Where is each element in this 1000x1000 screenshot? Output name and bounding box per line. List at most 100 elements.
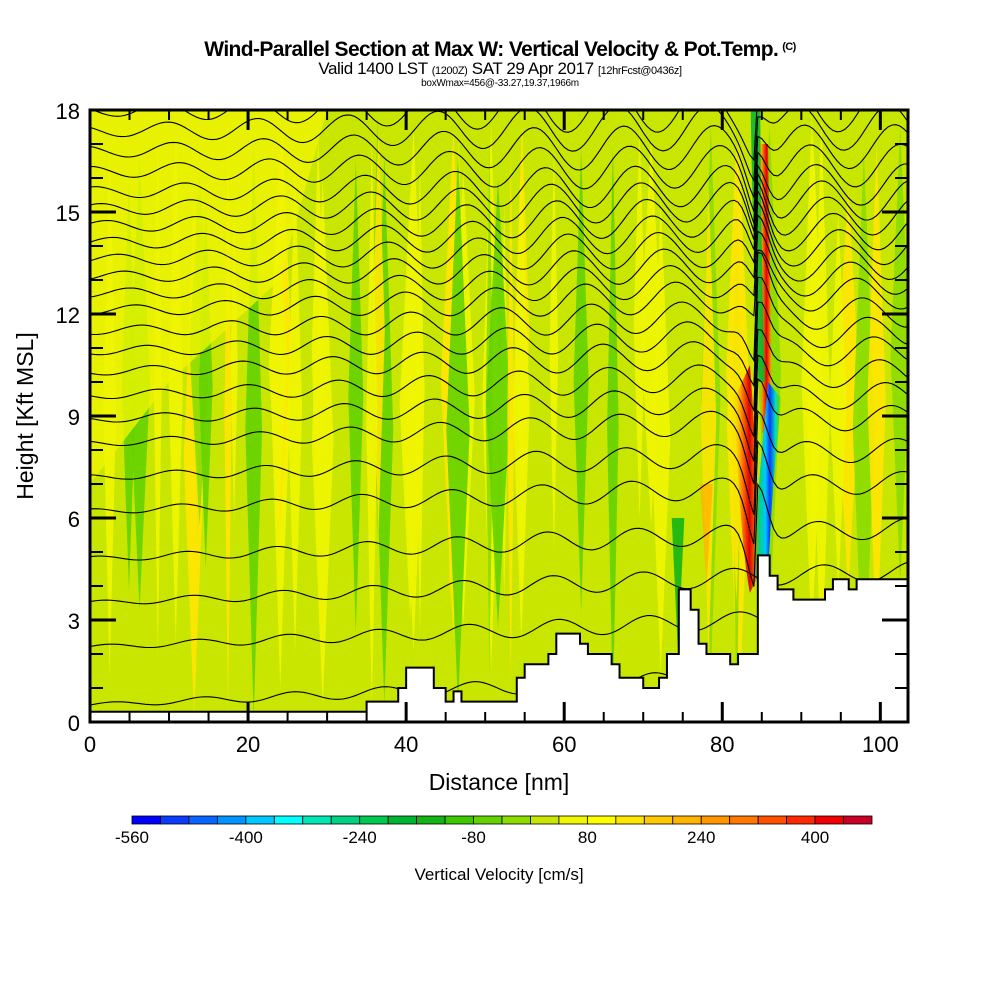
colorbar-segment xyxy=(530,815,560,825)
colorbar-segment xyxy=(501,815,531,825)
field-band xyxy=(311,133,325,573)
colorbar-segment xyxy=(216,815,247,825)
field-band xyxy=(168,132,183,643)
box-info: boxWmax=456@-33.27,19.37,1966m xyxy=(421,78,579,89)
field-band xyxy=(311,177,334,707)
colorbar: -560 -400 -240 -80 80 240 400 xyxy=(115,815,873,847)
colorbar-tick-label: 400 xyxy=(801,828,829,847)
theta-contour xyxy=(90,124,908,198)
colorbar-tick-label: -560 xyxy=(115,828,149,847)
downdraft-core xyxy=(752,382,782,580)
field-band xyxy=(375,154,394,704)
colorbar-segment xyxy=(359,815,389,825)
field-band xyxy=(287,162,303,655)
colorbar-tick-label: -240 xyxy=(343,828,377,847)
theta-contour xyxy=(90,189,908,255)
valid-time: Valid 1400 LST xyxy=(318,59,428,78)
forecast-info: [12hrFcst@0436z] xyxy=(598,65,682,77)
theta-contour xyxy=(90,439,908,545)
x-tick-label: 20 xyxy=(236,732,260,757)
x-tick-label: 0 xyxy=(84,732,96,757)
theta-contour xyxy=(90,328,908,437)
theta-contour xyxy=(90,249,908,317)
colorbar-segment xyxy=(273,815,304,825)
colorbar-segment xyxy=(615,815,645,825)
colorbar-segment xyxy=(473,815,503,825)
y-tick-label: 12 xyxy=(56,303,80,328)
field-band xyxy=(549,149,559,554)
theta-contour xyxy=(90,172,908,232)
colorbar-segment xyxy=(131,815,161,825)
field-band xyxy=(867,144,886,654)
theta-contour xyxy=(90,213,908,286)
colorbar-segment xyxy=(843,815,873,825)
colorbar-segment xyxy=(416,815,446,825)
y-tick-label: 3 xyxy=(68,609,80,634)
theta-contour xyxy=(90,377,908,484)
y-axis: 0 3 6 9 12 15 18 xyxy=(56,99,908,736)
colorbar-segment xyxy=(160,815,190,825)
theta-contour xyxy=(90,301,908,413)
colorbar-tick-label: 80 xyxy=(578,828,597,847)
colorbar-segment xyxy=(757,815,788,825)
colorbar-tick-label: -400 xyxy=(229,828,263,847)
colorbar-segment xyxy=(586,815,617,825)
copyright-mark: (C) xyxy=(782,41,796,53)
field-band xyxy=(701,185,717,654)
x-tick-label: 80 xyxy=(710,732,734,757)
chart-subtitle: Valid 1400 LST (1200Z) SAT 29 Apr 2017 [… xyxy=(0,59,1000,79)
field-band xyxy=(607,146,619,707)
x-tick-label: 60 xyxy=(552,732,576,757)
field-band xyxy=(671,518,685,654)
field-band xyxy=(633,127,646,521)
theta-contour xyxy=(90,110,908,183)
field-band xyxy=(348,160,364,633)
terrain xyxy=(90,554,908,722)
theta-contour xyxy=(90,482,908,587)
field-band xyxy=(651,198,671,676)
x-tick-label: 40 xyxy=(394,732,418,757)
colorbar-tick-label: 240 xyxy=(687,828,715,847)
field-band xyxy=(890,125,908,584)
x-tick-label: 100 xyxy=(862,732,899,757)
field-band xyxy=(402,128,425,652)
theta-contour xyxy=(90,354,908,462)
theta-contour xyxy=(90,230,908,302)
theta-contour xyxy=(90,200,908,270)
colorbar-segment xyxy=(330,815,361,825)
field-band xyxy=(183,196,205,717)
theta-contour xyxy=(90,163,908,224)
field-band xyxy=(852,152,875,705)
theta-contour xyxy=(90,409,908,515)
field-band xyxy=(366,134,378,712)
valid-utc: (1200Z) xyxy=(431,65,468,77)
x-axis-title: Distance [nm] xyxy=(429,769,570,795)
colorbar-segment xyxy=(729,815,759,825)
colorbar-segment xyxy=(700,815,731,825)
colorbar-segment xyxy=(444,815,474,825)
colorbar-segment xyxy=(558,815,588,825)
theta-contour xyxy=(90,276,908,388)
colorbar-segment xyxy=(302,815,332,825)
x-axis: 0 20 40 60 80 100 xyxy=(84,110,899,757)
y-tick-label: 9 xyxy=(68,405,80,430)
colorbar-segment xyxy=(814,815,844,825)
theta-contour xyxy=(90,251,908,363)
colorbar-segment xyxy=(672,815,702,825)
theta-contour xyxy=(90,179,908,240)
colorbar-segment xyxy=(245,815,275,825)
y-tick-label: 15 xyxy=(56,201,80,226)
colorbar-segment xyxy=(188,815,218,825)
colorbar-segment xyxy=(786,815,816,825)
field-band xyxy=(573,148,589,612)
chart-title: Wind-Parallel Section at Max W: Vertical… xyxy=(0,38,1000,62)
colorbar-tick-label: -80 xyxy=(461,828,486,847)
colorbar-segment xyxy=(643,815,674,825)
theta-contour xyxy=(90,143,908,212)
y-axis-title: Height [Kft MSL] xyxy=(12,332,38,499)
colorbar-segment xyxy=(387,815,418,825)
y-tick-label: 6 xyxy=(68,507,80,532)
field-band xyxy=(446,155,470,705)
y-tick-label: 0 xyxy=(68,711,80,736)
